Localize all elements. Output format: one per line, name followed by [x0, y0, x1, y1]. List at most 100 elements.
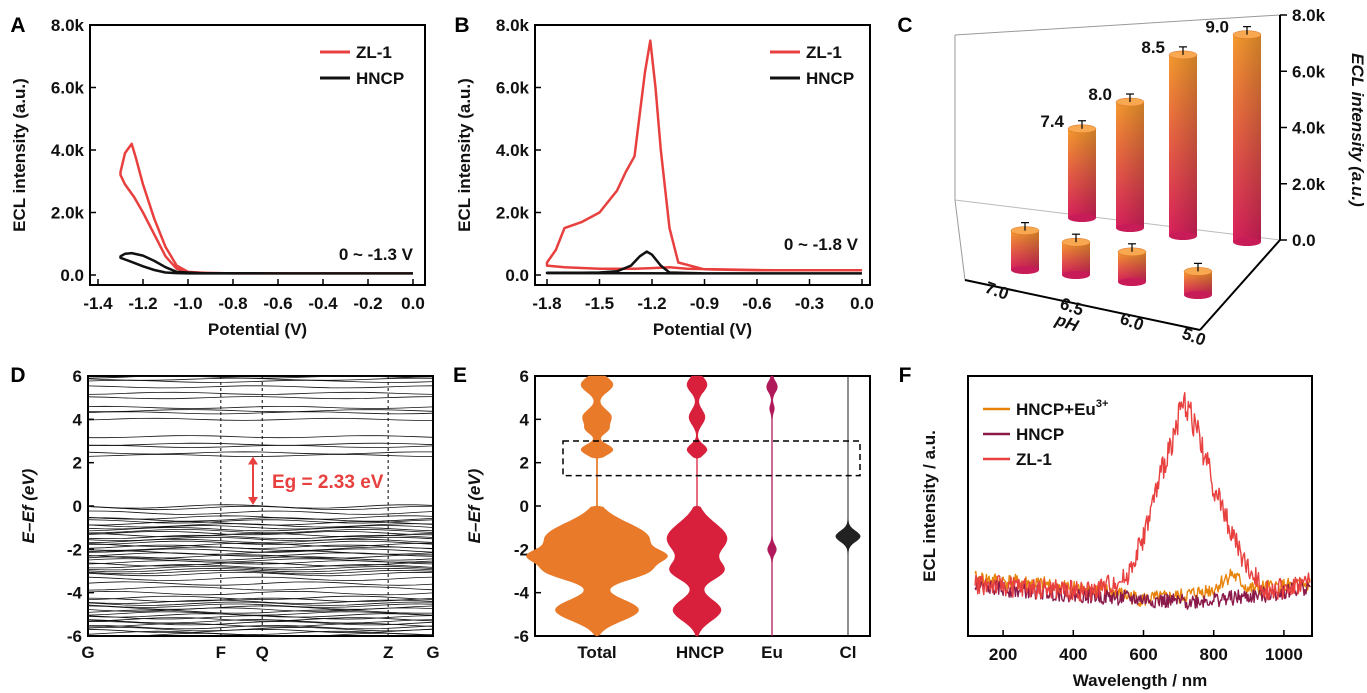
band-line	[87, 599, 434, 604]
band-line	[87, 405, 434, 409]
y-tick-label: -6	[514, 627, 529, 646]
legend-label: HNCP	[806, 69, 854, 88]
k-point-label: F	[216, 643, 226, 662]
band-line	[87, 504, 434, 509]
y-tick-label: -2	[514, 540, 529, 559]
band-line	[87, 538, 434, 544]
band-line	[87, 567, 434, 573]
y-tick-label: 0	[73, 497, 82, 516]
bar-base	[1184, 291, 1212, 299]
x-axis-label: Potential (V)	[653, 320, 752, 339]
range-annotation: 0 ~ -1.3 V	[339, 245, 414, 264]
z-tick-label: 4.0k	[1292, 119, 1326, 138]
highlight-box	[562, 440, 861, 477]
legend-superscript: 3+	[1096, 398, 1109, 410]
y-axis-label: ECL intensity (a.u.)	[10, 78, 29, 232]
x-tick-label: 600	[1129, 645, 1157, 664]
band-line	[87, 597, 434, 602]
k-point-label: Q	[256, 643, 269, 662]
series-line-zl-1	[545, 39, 862, 272]
y-tick-label: 0.0	[505, 266, 529, 285]
band-line	[87, 525, 434, 530]
bar-value-label: 9.0	[1205, 18, 1229, 37]
band-line	[87, 556, 434, 561]
band-gap-arrowhead	[248, 497, 258, 505]
k-point-label: G	[81, 643, 94, 662]
band-line	[87, 453, 434, 458]
y-axis-label: E–Ef (eV)	[19, 468, 38, 543]
band-line	[87, 621, 434, 626]
y-tick-label: 0	[520, 497, 529, 516]
category-label: 6.0	[1118, 309, 1147, 335]
x-tick-label: 800	[1200, 645, 1228, 664]
band-line	[88, 632, 434, 637]
panel-label-b: B	[454, 14, 469, 37]
band-line	[88, 409, 434, 413]
x-tick-label: -0.3	[795, 294, 824, 313]
x-tick-label: -1.0	[173, 294, 202, 313]
bar-shade	[1011, 230, 1039, 270]
band-line	[87, 523, 434, 528]
y-tick-label: 6.0k	[51, 79, 85, 98]
k-point-label: G	[426, 643, 439, 662]
series-line-hncp	[545, 250, 862, 275]
y-tick-label: 4	[73, 410, 83, 429]
legend-label: HNCP	[1016, 425, 1064, 444]
k-point-label: Z	[383, 643, 393, 662]
x-tick-label: -0.4	[308, 294, 338, 313]
legend-label: ZL-1	[356, 43, 392, 62]
band-line	[87, 536, 434, 542]
band-line	[87, 544, 434, 549]
band-line	[87, 554, 433, 559]
y-tick-label: 8.0k	[51, 16, 85, 35]
band-line	[87, 558, 434, 563]
band-line	[87, 569, 434, 575]
series-line-zl-1	[119, 142, 413, 275]
x-tick-label: 0.0	[850, 294, 874, 313]
bar-shade	[1062, 242, 1090, 275]
band-line	[87, 628, 434, 634]
x-tick-label: -0.2	[353, 294, 382, 313]
x-tick-label: -1.8	[532, 294, 561, 313]
y-tick-label: -4	[514, 584, 530, 603]
x-tick-label: -1.4	[83, 294, 113, 313]
bar-value-label: 8.5	[1141, 38, 1165, 57]
x-tick-label: -1.5	[585, 294, 614, 313]
dos-label: Eu	[761, 643, 783, 662]
band-line	[87, 601, 434, 606]
band-line	[87, 562, 434, 567]
band-line	[87, 519, 434, 524]
band-line	[87, 613, 434, 618]
bar-shade	[1116, 102, 1144, 228]
band-line	[87, 442, 434, 446]
band-line	[87, 605, 434, 610]
panel-label-d: D	[10, 364, 25, 387]
y-tick-label: 6	[520, 367, 529, 386]
band-lines	[87, 375, 434, 637]
band-gap-annotation: Eg = 2.33 eV	[272, 472, 384, 493]
band-line	[87, 546, 434, 551]
band-line	[87, 451, 433, 455]
bar-base	[1233, 238, 1261, 246]
bar-base	[1068, 214, 1096, 222]
x-tick-label: -0.6	[742, 294, 771, 313]
dos-label: Cl	[840, 643, 857, 662]
box-frame	[954, 14, 1281, 36]
band-line	[87, 611, 434, 616]
panel-a-axes	[89, 24, 426, 286]
bar-base	[1118, 278, 1146, 286]
panel-label-e: E	[453, 364, 467, 387]
y-tick-label: 8.0k	[496, 16, 530, 35]
x-axis-label: Potential (V)	[208, 320, 307, 339]
panel-f-axes	[967, 375, 1313, 637]
series-line-2	[974, 392, 1311, 602]
series-line-hncp	[119, 251, 413, 275]
bar-shade	[1068, 128, 1096, 218]
band-line	[87, 586, 434, 591]
band-line	[87, 548, 434, 553]
x-tick-label: -1.2	[128, 294, 157, 313]
x-tick-label: 1000	[1265, 645, 1303, 664]
z-axis-label: ECL intensity (a.u.)	[1348, 53, 1367, 207]
legend-label: ZL-1	[806, 43, 842, 62]
